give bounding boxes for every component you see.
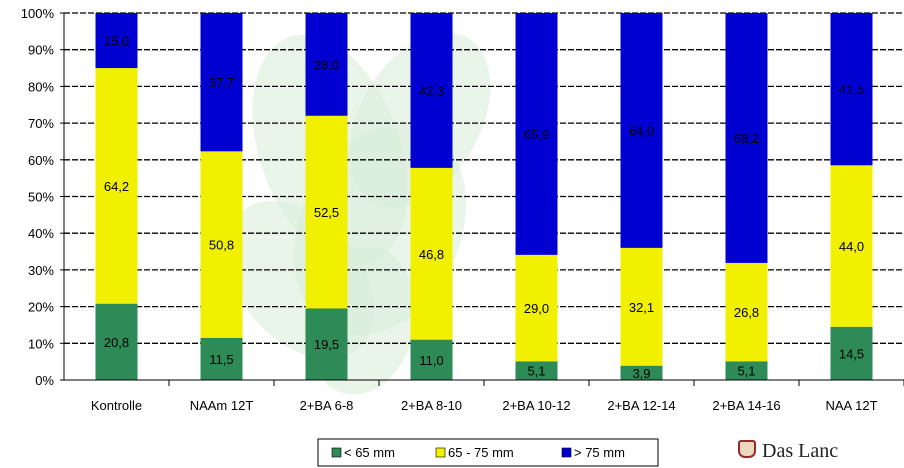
data-label: 64,0 <box>629 123 654 138</box>
y-tick-label: 0% <box>35 373 54 388</box>
x-tick-label: 2+BA 12-14 <box>607 398 675 413</box>
y-tick-label: 30% <box>28 263 54 278</box>
background-leaf-watermark <box>226 32 491 395</box>
bar-segment <box>95 303 138 380</box>
bar-segment <box>830 165 873 327</box>
data-label: 64,2 <box>104 179 129 194</box>
bar-segment <box>515 361 558 380</box>
bar-segment <box>620 365 663 380</box>
x-tick-label: NAA 12T <box>825 398 877 413</box>
y-tick-label: 80% <box>28 79 54 94</box>
bar-segment <box>95 68 138 304</box>
data-label: 42,3 <box>419 83 444 98</box>
bar-segment <box>95 13 138 69</box>
bar-segment <box>410 339 453 380</box>
bar-segment <box>830 13 873 166</box>
data-label: 41,5 <box>839 82 864 97</box>
x-tick-label: Kontrolle <box>91 398 142 413</box>
y-tick-label: 70% <box>28 116 54 131</box>
bar-segment <box>620 247 663 366</box>
bar-segment <box>410 167 453 340</box>
bar-segment <box>725 262 768 362</box>
bar-segment <box>200 151 243 338</box>
bar-segment <box>725 361 768 380</box>
data-label: 3,9 <box>632 366 650 381</box>
bar-segment <box>200 337 243 380</box>
bar-segment <box>830 326 873 380</box>
legend-box <box>317 438 659 467</box>
bar-segment <box>410 13 453 168</box>
bar-segment <box>305 308 348 380</box>
data-label: 5,1 <box>737 364 755 379</box>
data-label: 14,5 <box>839 346 864 361</box>
data-label: 65,9 <box>524 127 549 142</box>
x-tick-label: 2+BA 8-10 <box>401 398 462 413</box>
y-tick-label: 100% <box>21 6 55 21</box>
data-label: 19,5 <box>314 337 339 352</box>
bar-segment <box>200 13 243 152</box>
legend-swatch <box>435 447 446 458</box>
data-label: 28,0 <box>314 57 339 72</box>
data-label: 32,1 <box>629 300 654 315</box>
axes: 0% 10% 20% 30% 40% 50% 60% 70% 80% 90% 100% Kontrol… <box>21 6 904 413</box>
bar-segment <box>515 254 558 362</box>
y-tick-label: 90% <box>28 43 54 58</box>
data-label: 20,8 <box>104 335 129 350</box>
data-label: 15,0 <box>104 34 129 49</box>
x-tick-label: 2+BA 6-8 <box>300 398 354 413</box>
bars: 20,8 64,2 15,0 11,5 50,8 37,7 19,5 52,5 28,0 11,0… <box>95 13 873 381</box>
y-tick-label: 10% <box>28 336 54 351</box>
x-tick-label: 2+BA 10-12 <box>502 398 570 413</box>
bar-segment <box>620 13 663 248</box>
bar-segment <box>305 13 348 116</box>
data-label: 37,7 <box>209 75 234 90</box>
legend-entry: > 75 mm <box>574 445 625 460</box>
bar-segment <box>305 115 348 309</box>
data-label: 50,8 <box>209 238 234 253</box>
bar-segment <box>515 13 558 255</box>
y-tick-label: 60% <box>28 153 54 168</box>
data-label: 44,0 <box>839 239 864 254</box>
logo-text-label: Das Lanc <box>762 440 839 462</box>
y-tick-label: 20% <box>28 300 54 315</box>
bar-segment <box>725 13 768 263</box>
x-tick-label: 2+BA 14-16 <box>712 398 780 413</box>
coat-of-arms-icon <box>738 440 756 458</box>
legend-entry: < 65 mm <box>344 445 395 460</box>
data-label: 11,0 <box>419 353 443 368</box>
data-label: 46,8 <box>419 247 444 262</box>
y-tick-label: 50% <box>28 190 54 205</box>
legend: < 65 mm 65 - 75 mm > 75 mm <box>317 438 659 467</box>
legend-swatch <box>561 447 572 458</box>
x-tick-label: NAAm 12T <box>190 398 254 413</box>
logo-text: Das Lanc <box>738 440 838 463</box>
legend-entry: 65 - 75 mm <box>448 445 514 460</box>
data-label: 11,5 <box>209 352 233 367</box>
data-label: 68,2 <box>734 131 759 146</box>
data-label: 29,0 <box>524 301 549 316</box>
y-tick-label: 40% <box>28 226 54 241</box>
data-label: 5,1 <box>527 364 545 379</box>
data-label: 26,8 <box>734 305 759 320</box>
data-label: 52,5 <box>314 205 339 220</box>
legend-swatch <box>331 447 342 458</box>
